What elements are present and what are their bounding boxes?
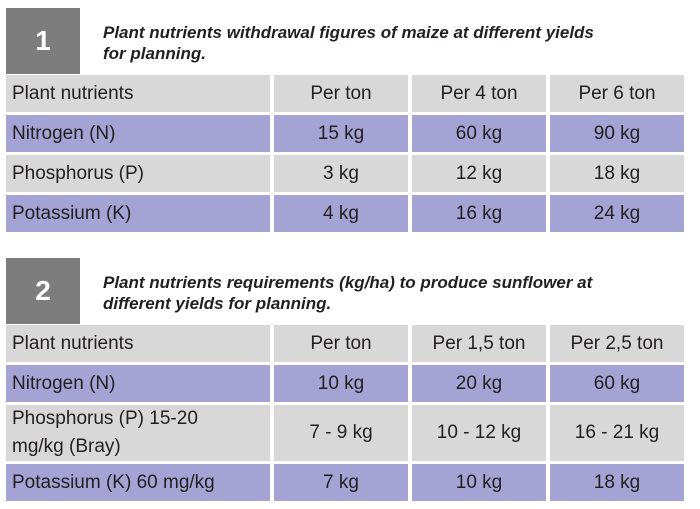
table-cell: Phosphorus (P): [6, 152, 270, 192]
table-caption: Plant nutrients requirements (kg/ha) to …: [103, 272, 688, 314]
table-cell: 15 kg: [274, 112, 408, 152]
column-header: Per 1,5 ton: [412, 325, 546, 362]
table-header-row: Plant nutrients Per ton Per 4 ton Per 6 …: [6, 75, 684, 112]
caption-line: Plant nutrients requirements (kg/ha) to …: [103, 273, 593, 292]
table-caption: Plant nutrients withdrawal figures of ma…: [103, 22, 688, 64]
table-cell: 18 kg: [550, 461, 684, 501]
column-header: Per 6 ton: [550, 75, 684, 112]
table-cell: 24 kg: [550, 192, 684, 232]
table-cell: 60 kg: [412, 112, 546, 152]
table-cell: Potassium (K) 60 mg/kg: [6, 461, 270, 501]
table-cell: Nitrogen (N): [6, 112, 270, 152]
table-cell: 90 kg: [550, 112, 684, 152]
table-cell: 10 kg: [274, 362, 408, 402]
table-cell: Nitrogen (N): [6, 362, 270, 402]
column-header: Per ton: [274, 75, 408, 112]
table-row: Nitrogen (N) 15 kg 60 kg 90 kg: [6, 112, 684, 152]
column-header: Per ton: [274, 325, 408, 362]
table-row: Phosphorus (P) 15-20 mg/kg (Bray) 7 - 9 …: [6, 402, 684, 461]
column-header: Plant nutrients: [6, 75, 270, 112]
table-row: Phosphorus (P) 3 kg 12 kg 18 kg: [6, 152, 684, 192]
caption-line: different yields for planning.: [103, 294, 332, 313]
table-cell: 7 kg: [274, 461, 408, 501]
column-header: Per 4 ton: [412, 75, 546, 112]
caption-line: Plant nutrients withdrawal figures of ma…: [103, 23, 594, 42]
column-header: Plant nutrients: [6, 325, 270, 362]
cell-line: Phosphorus (P) 15-20: [12, 408, 198, 429]
nutrients-table: Plant nutrients Per ton Per 4 ton Per 6 …: [2, 75, 688, 232]
table-cell: 60 kg: [550, 362, 684, 402]
table-cell: 4 kg: [274, 192, 408, 232]
table-header-row: Plant nutrients Per ton Per 1,5 ton Per …: [6, 325, 684, 362]
table-cell: 10 kg: [412, 461, 546, 501]
table-cell: 18 kg: [550, 152, 684, 192]
table-cell: 3 kg: [274, 152, 408, 192]
table-row: Nitrogen (N) 10 kg 20 kg 60 kg: [6, 362, 684, 402]
table-cell: 7 - 9 kg: [274, 402, 408, 461]
table-cell: 16 - 21 kg: [550, 402, 684, 461]
table-number-badge: 2: [6, 258, 80, 324]
caption-line: for planning.: [103, 44, 206, 63]
nutrients-table: Plant nutrients Per ton Per 1,5 ton Per …: [2, 325, 688, 501]
table-cell: 20 kg: [412, 362, 546, 402]
table-row: Potassium (K) 4 kg 16 kg 24 kg: [6, 192, 684, 232]
table-cell: 10 - 12 kg: [412, 402, 546, 461]
table-number-badge: 1: [6, 8, 80, 74]
cell-line: mg/kg (Bray): [12, 436, 121, 457]
table-cell: 12 kg: [412, 152, 546, 192]
column-header: Per 2,5 ton: [550, 325, 684, 362]
table-cell: Potassium (K): [6, 192, 270, 232]
table-row: Potassium (K) 60 mg/kg 7 kg 10 kg 18 kg: [6, 461, 684, 501]
table-cell: Phosphorus (P) 15-20 mg/kg (Bray): [6, 402, 270, 461]
table-cell: 16 kg: [412, 192, 546, 232]
